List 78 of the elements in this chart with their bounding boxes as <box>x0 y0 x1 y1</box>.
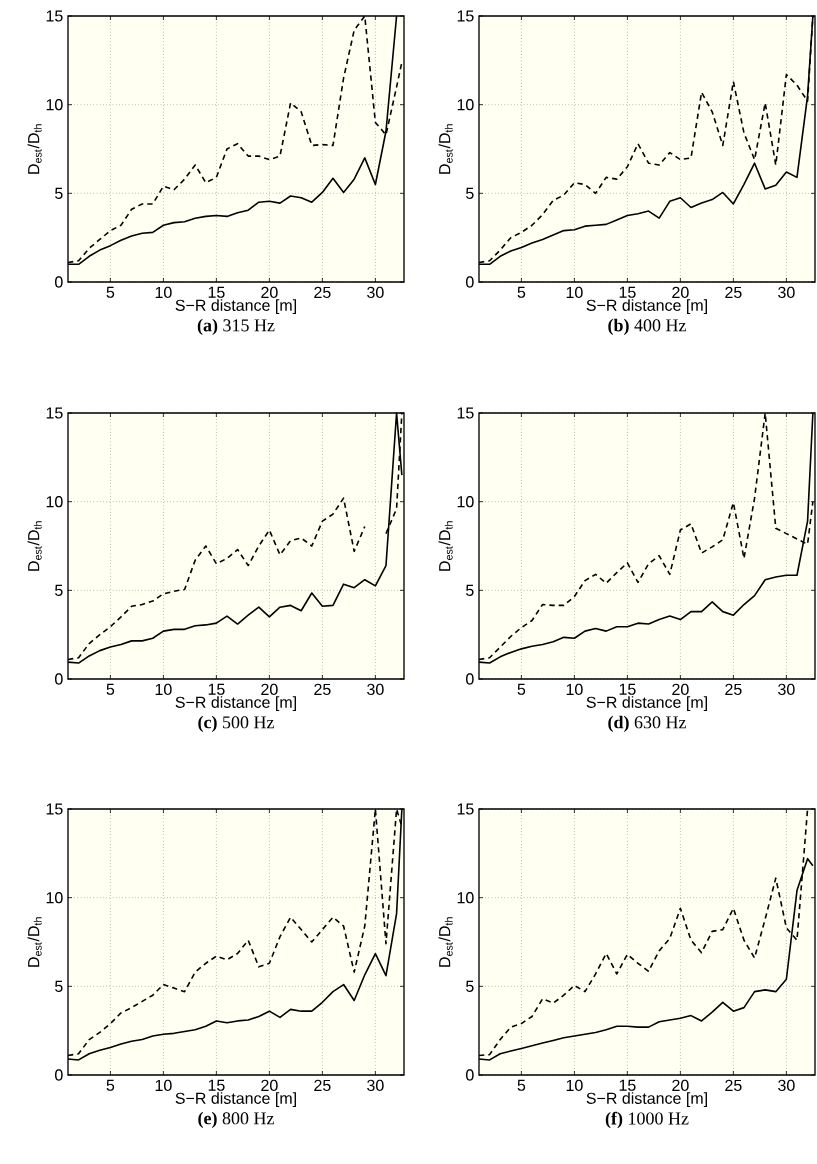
x-tick-label: 30 <box>367 286 384 299</box>
text: (b) 400 Hz <box>608 318 686 336</box>
y-tick-label: 5 <box>55 980 63 992</box>
y-tick-label: 5 <box>55 187 63 199</box>
x-tick-label: 5 <box>517 1079 526 1091</box>
y-tick-label: 10 <box>46 99 63 111</box>
x-axis-title: S−R distance [m] <box>175 696 296 712</box>
x-tick-label: 20 <box>672 1079 689 1092</box>
x-tick-label: 15 <box>208 683 225 695</box>
x-tick-label: 30 <box>778 1079 795 1092</box>
x-tick-label: 25 <box>314 683 331 696</box>
x-tick-label: 15 <box>619 286 636 298</box>
text: (c) 500 Hz <box>198 715 274 733</box>
x-axis-title: S−R distance [m] <box>175 299 296 315</box>
x-axis-title: S−R distance [m] <box>586 299 707 315</box>
y-tick-label: 5 <box>55 584 63 596</box>
y-axis-title: D$_{est}$/D$_{th}$ <box>27 917 42 967</box>
x-axis-title: S−R distance [m] <box>586 696 707 712</box>
text: (f) 1000 Hz <box>605 1111 689 1129</box>
x-tick-label: 15 <box>619 683 636 695</box>
y-tick-label: 15 <box>46 803 63 815</box>
text: (e) 800 Hz <box>198 1111 274 1129</box>
y-tick-label: 10 <box>46 892 63 904</box>
x-tick-label: 5 <box>517 683 526 695</box>
x-tick-label: 30 <box>778 286 795 299</box>
x-tick-label: 15 <box>208 1079 225 1091</box>
x-tick-label: 5 <box>106 683 115 695</box>
y-tick-label: 0 <box>55 276 63 288</box>
x-tick-label: 10 <box>155 683 172 696</box>
x-tick-label: 10 <box>566 683 583 696</box>
y-tick-label: 15 <box>457 407 474 419</box>
x-tick-label: 10 <box>566 1079 583 1092</box>
x-tick-label: 10 <box>155 286 172 299</box>
y-tick-label: 0 <box>55 1069 63 1081</box>
y-axis-title: D$_{est}$/D$_{th}$ <box>438 124 453 174</box>
y-tick-label: 10 <box>46 496 63 508</box>
y-tick-label: 0 <box>466 276 474 288</box>
x-axis-title: S−R distance [m] <box>586 1092 707 1108</box>
x-tick-label: 30 <box>367 683 384 696</box>
y-axis-title: D$_{est}$/D$_{th}$ <box>27 124 42 174</box>
x-tick-label: 20 <box>672 286 689 299</box>
x-tick-label: 20 <box>261 683 278 696</box>
y-tick-label: 15 <box>457 10 474 22</box>
text: (a) 315 Hz <box>197 318 275 336</box>
x-tick-label: 25 <box>314 1079 331 1092</box>
x-tick-label: 5 <box>106 1079 115 1091</box>
x-tick-label: 25 <box>725 286 742 299</box>
y-tick-label: 0 <box>466 673 474 685</box>
y-tick-label: 15 <box>46 10 63 22</box>
text: (d) 630 Hz <box>608 715 686 733</box>
x-tick-label: 30 <box>778 683 795 696</box>
x-tick-label: 15 <box>208 286 225 298</box>
x-tick-label: 5 <box>517 286 526 298</box>
x-axis-title: S−R distance [m] <box>175 1092 296 1108</box>
x-tick-label: 25 <box>725 1079 742 1092</box>
x-tick-label: 20 <box>261 1079 278 1092</box>
y-axis-title: D$_{est}$/D$_{th}$ <box>438 917 453 967</box>
x-tick-label: 15 <box>619 1079 636 1091</box>
y-tick-label: 10 <box>457 892 474 904</box>
y-tick-label: 0 <box>466 1069 474 1081</box>
x-tick-label: 25 <box>725 683 742 696</box>
x-tick-label: 10 <box>566 286 583 299</box>
x-tick-label: 30 <box>367 1079 384 1092</box>
y-tick-label: 15 <box>457 803 474 815</box>
y-tick-label: 5 <box>466 187 474 199</box>
y-axis-title: D$_{est}$/D$_{th}$ <box>27 521 42 571</box>
x-tick-label: 20 <box>261 286 278 299</box>
y-axis-title: D$_{est}$/D$_{th}$ <box>438 521 453 571</box>
y-tick-label: 0 <box>55 673 63 685</box>
x-tick-label: 10 <box>155 1079 172 1092</box>
x-tick-label: 20 <box>672 683 689 696</box>
y-tick-label: 5 <box>466 584 474 596</box>
y-tick-label: 10 <box>457 99 474 111</box>
y-tick-label: 10 <box>457 496 474 508</box>
x-tick-label: 25 <box>314 286 331 299</box>
x-tick-label: 5 <box>106 286 115 298</box>
y-tick-label: 5 <box>466 980 474 992</box>
y-tick-label: 15 <box>46 407 63 419</box>
